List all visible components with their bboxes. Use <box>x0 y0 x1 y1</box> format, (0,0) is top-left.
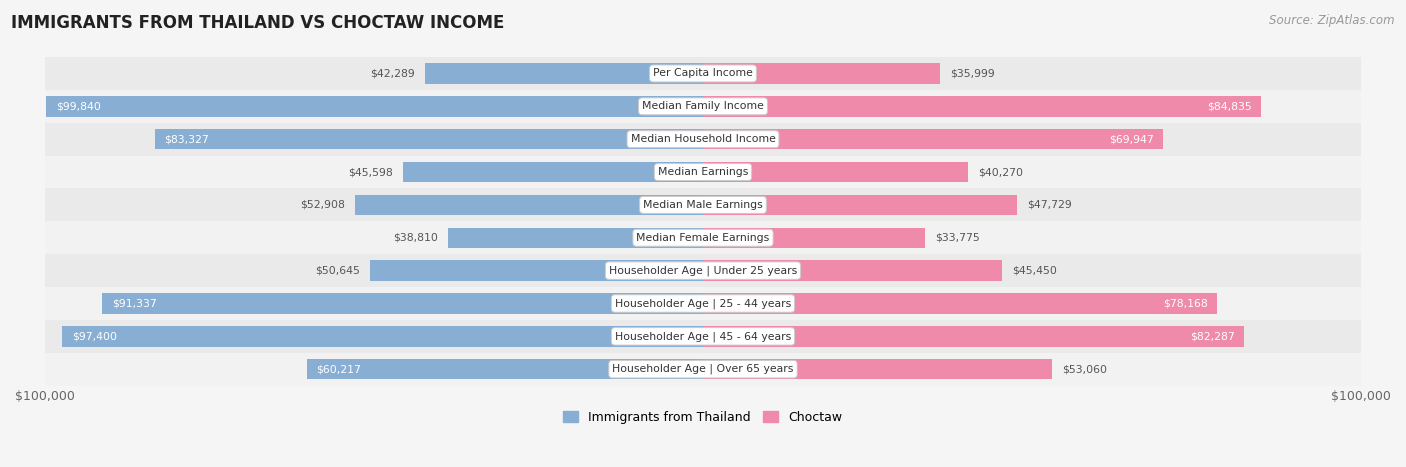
Text: Per Capita Income: Per Capita Income <box>652 69 754 78</box>
Bar <box>45 287 1361 320</box>
Bar <box>703 63 939 84</box>
Bar <box>703 326 1244 347</box>
Bar <box>45 156 1361 189</box>
Text: $45,450: $45,450 <box>1012 266 1057 276</box>
Text: Householder Age | Over 65 years: Householder Age | Over 65 years <box>612 364 794 375</box>
Bar <box>46 96 703 116</box>
Text: $83,327: $83,327 <box>165 134 209 144</box>
Text: $42,289: $42,289 <box>370 69 415 78</box>
Bar <box>45 353 1361 386</box>
Text: $47,729: $47,729 <box>1026 200 1071 210</box>
Bar <box>370 261 703 281</box>
Bar <box>425 63 703 84</box>
Text: $45,598: $45,598 <box>349 167 394 177</box>
Text: $97,400: $97,400 <box>72 332 117 341</box>
Bar <box>404 162 703 182</box>
Bar <box>45 90 1361 123</box>
Text: Householder Age | 25 - 44 years: Householder Age | 25 - 44 years <box>614 298 792 309</box>
Bar <box>354 195 703 215</box>
Text: Householder Age | 45 - 64 years: Householder Age | 45 - 64 years <box>614 331 792 341</box>
Bar <box>45 123 1361 156</box>
Bar <box>703 293 1218 314</box>
Text: $33,775: $33,775 <box>935 233 980 243</box>
Bar <box>703 129 1163 149</box>
Bar <box>155 129 703 149</box>
Bar <box>103 293 703 314</box>
Bar <box>703 261 1002 281</box>
Text: Median Male Earnings: Median Male Earnings <box>643 200 763 210</box>
Text: Median Female Earnings: Median Female Earnings <box>637 233 769 243</box>
Legend: Immigrants from Thailand, Choctaw: Immigrants from Thailand, Choctaw <box>558 406 848 429</box>
Text: $40,270: $40,270 <box>977 167 1024 177</box>
Bar <box>45 189 1361 221</box>
Bar <box>703 162 967 182</box>
Text: $69,947: $69,947 <box>1109 134 1153 144</box>
Bar <box>45 57 1361 90</box>
Text: Median Family Income: Median Family Income <box>643 101 763 111</box>
Bar <box>447 227 703 248</box>
Text: Median Household Income: Median Household Income <box>630 134 776 144</box>
Text: Source: ZipAtlas.com: Source: ZipAtlas.com <box>1270 14 1395 27</box>
Bar <box>45 320 1361 353</box>
Bar <box>703 96 1261 116</box>
Text: $53,060: $53,060 <box>1062 364 1107 374</box>
Text: $50,645: $50,645 <box>315 266 360 276</box>
Bar <box>307 359 703 379</box>
Text: $60,217: $60,217 <box>316 364 361 374</box>
Text: $82,287: $82,287 <box>1189 332 1234 341</box>
Bar <box>703 195 1017 215</box>
Text: $84,835: $84,835 <box>1206 101 1251 111</box>
Text: $91,337: $91,337 <box>112 298 156 309</box>
Text: Householder Age | Under 25 years: Householder Age | Under 25 years <box>609 265 797 276</box>
Bar <box>703 227 925 248</box>
Text: $38,810: $38,810 <box>392 233 437 243</box>
Text: $99,840: $99,840 <box>56 101 101 111</box>
Text: Median Earnings: Median Earnings <box>658 167 748 177</box>
Text: IMMIGRANTS FROM THAILAND VS CHOCTAW INCOME: IMMIGRANTS FROM THAILAND VS CHOCTAW INCO… <box>11 14 505 32</box>
Bar <box>703 359 1052 379</box>
Bar <box>45 254 1361 287</box>
Bar <box>62 326 703 347</box>
Text: $52,908: $52,908 <box>299 200 344 210</box>
Text: $35,999: $35,999 <box>950 69 994 78</box>
Bar <box>45 221 1361 254</box>
Text: $78,168: $78,168 <box>1163 298 1208 309</box>
